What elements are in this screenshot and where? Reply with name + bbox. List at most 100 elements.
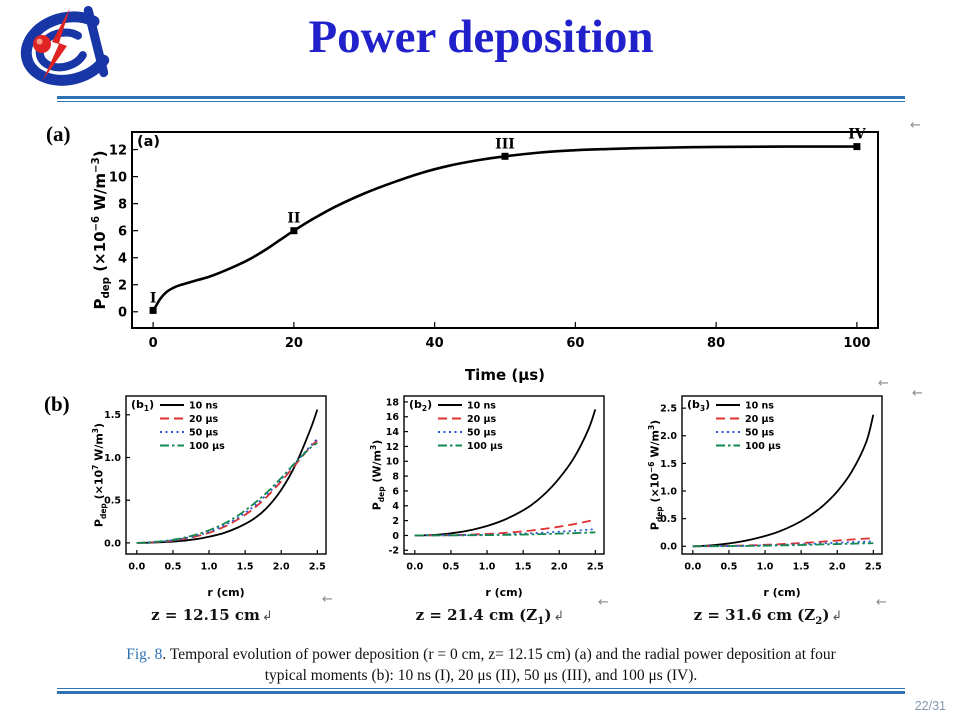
caption-line-2: typical moments (b): 10 ns (I), 20 μs (I… <box>264 667 698 684</box>
svg-text:1.5: 1.5 <box>237 562 254 573</box>
divider-thin-line <box>57 101 905 102</box>
logo-bar <box>83 5 109 78</box>
panel-label-b2: (b2) <box>409 398 433 414</box>
subcaption-b3-text: z = 31.6 cm (Z2) <box>693 606 830 627</box>
series-Pdep <box>152 145 857 312</box>
svg-text:100 μs: 100 μs <box>189 441 225 452</box>
marker-I <box>149 306 157 314</box>
panel-b-label: (b) <box>44 392 70 416</box>
panel-label-b3: (b3) <box>687 398 711 414</box>
svg-text:50 μs: 50 μs <box>745 428 775 439</box>
chart-b3-radial-z31: 0.0 0.5 1.0 1.5 2.0 2.5 0.0 0.5 1.0 1.5 2.0 2.5 r (c… <box>642 388 894 600</box>
anchor-arrow-icon: ← <box>910 118 921 133</box>
svg-text:100 μs: 100 μs <box>467 441 503 452</box>
svg-text:0.5: 0.5 <box>164 562 181 573</box>
marker-II <box>290 227 298 235</box>
y-axis-label-b2: Pdep (W/m3) <box>369 439 386 511</box>
y-axis-label-b1: Pdep (×107 W/m3) <box>91 422 108 528</box>
slide-title: Power deposition <box>308 11 654 63</box>
svg-text:20: 20 <box>285 336 303 351</box>
svg-text:0.0: 0.0 <box>660 542 677 553</box>
divider-thick-line <box>57 691 905 694</box>
svg-text:10 ns: 10 ns <box>467 401 496 412</box>
series-100-μs <box>692 542 874 548</box>
subcaption-b2-text: z = 21.4 cm (Z1) <box>415 606 552 627</box>
svg-text:1.0: 1.0 <box>104 453 121 464</box>
svg-text:1.5: 1.5 <box>660 459 677 470</box>
chart-b2-radial-z21: 0.0 0.5 1.0 1.5 2.0 2.5 -2 0 2 4 6 8 10 12 14 16 18 r (cm… <box>364 388 616 600</box>
page-number: 22/31 <box>914 699 946 713</box>
svg-text:10 ns: 10 ns <box>189 401 218 412</box>
return-mark-icon: ↲ <box>831 609 843 624</box>
logo-ball-highlight <box>36 38 43 45</box>
svg-text:0.0: 0.0 <box>128 562 145 573</box>
svg-text:6: 6 <box>392 486 399 497</box>
svg-text:12: 12 <box>386 442 399 453</box>
svg-text:8: 8 <box>392 472 399 483</box>
series-10-ns <box>692 414 875 548</box>
panel-label-b1: (b1) <box>131 398 155 414</box>
series-50-μs <box>136 438 318 544</box>
anchor-arrow-icon: ← <box>878 376 889 391</box>
svg-text:10: 10 <box>109 170 127 185</box>
svg-text:0.0: 0.0 <box>104 538 121 549</box>
y-axis-label-a: Pdep (×10−6 W/m−3) <box>91 150 112 310</box>
svg-text:I: I <box>150 290 157 306</box>
svg-text:r (cm): r (cm) <box>207 586 244 599</box>
svg-text:10: 10 <box>386 457 400 468</box>
figure-caption: Fig. 8. Temporal evolution of power depo… <box>40 644 922 686</box>
y-axis-label-b3: Pdep (×10−6 W/m3) <box>647 419 664 531</box>
svg-text:r (cm): r (cm) <box>485 586 522 599</box>
svg-text:1.0: 1.0 <box>757 562 774 573</box>
svg-text:2.5: 2.5 <box>587 562 604 573</box>
svg-text:4: 4 <box>118 251 127 266</box>
svg-text:100: 100 <box>843 336 870 351</box>
svg-text:60: 60 <box>566 336 584 351</box>
panel-label-a: (a) <box>137 134 161 150</box>
svg-text:0: 0 <box>118 306 127 321</box>
subcaption-b1-text: z = 12.15 cm <box>151 606 260 624</box>
anchor-arrow-icon: ← <box>876 595 887 610</box>
return-mark-icon: ↲ <box>553 609 565 624</box>
svg-text:8: 8 <box>118 197 127 212</box>
svg-text:12: 12 <box>109 143 127 158</box>
svg-text:0.5: 0.5 <box>104 496 121 507</box>
anchor-arrow-icon: ← <box>912 386 923 401</box>
svg-text:2.0: 2.0 <box>273 562 290 573</box>
svg-text:2.0: 2.0 <box>551 562 568 573</box>
svg-text:0: 0 <box>149 336 158 351</box>
logo-lightning-icon <box>43 8 70 80</box>
plot-frame <box>403 395 605 555</box>
svg-text:20 μs: 20 μs <box>745 414 775 425</box>
svg-text:2.5: 2.5 <box>865 562 882 573</box>
svg-text:1.0: 1.0 <box>479 562 496 573</box>
svg-text:-2: -2 <box>388 546 399 557</box>
divider-thin-line <box>57 688 905 689</box>
chart-canvas-b2: 0.0 0.5 1.0 1.5 2.0 2.5 -2 0 2 4 6 8 10 12 14 16 18 r (cm… <box>386 395 605 599</box>
chart-canvas-b3: 0.0 0.5 1.0 1.5 2.0 2.5 0.0 0.5 1.0 1.5 2.0 2.5 r (c… <box>660 395 883 599</box>
footer-divider <box>57 688 905 694</box>
svg-text:80: 80 <box>707 336 725 351</box>
divider-thick-line <box>57 96 905 99</box>
marker-IV <box>853 143 861 151</box>
series-10-ns <box>414 409 597 537</box>
series-100-μs <box>136 442 318 544</box>
return-mark-icon: ↲ <box>261 609 273 624</box>
chart-a-time-evolution: 0 20 40 60 80 100 0 2 4 6 8 10 12 Time (μs) I II III IV (a… <box>84 118 892 384</box>
svg-text:40: 40 <box>426 336 444 351</box>
svg-text:2.0: 2.0 <box>829 562 846 573</box>
svg-text:6: 6 <box>118 224 127 239</box>
svg-text:0.5: 0.5 <box>442 562 459 573</box>
org-logo <box>20 5 110 86</box>
svg-text:4: 4 <box>392 501 399 512</box>
svg-text:IV: IV <box>848 127 867 143</box>
series-100-μs <box>414 531 596 537</box>
caption-figure-number: Fig. 8 <box>126 646 163 663</box>
svg-text:0.5: 0.5 <box>720 562 737 573</box>
svg-text:100 μs: 100 μs <box>745 441 781 452</box>
svg-text:50 μs: 50 μs <box>467 428 497 439</box>
svg-text:20 μs: 20 μs <box>467 414 497 425</box>
svg-text:1.5: 1.5 <box>793 562 810 573</box>
anchor-arrow-icon: ← <box>322 592 333 607</box>
svg-text:2.0: 2.0 <box>660 431 677 442</box>
